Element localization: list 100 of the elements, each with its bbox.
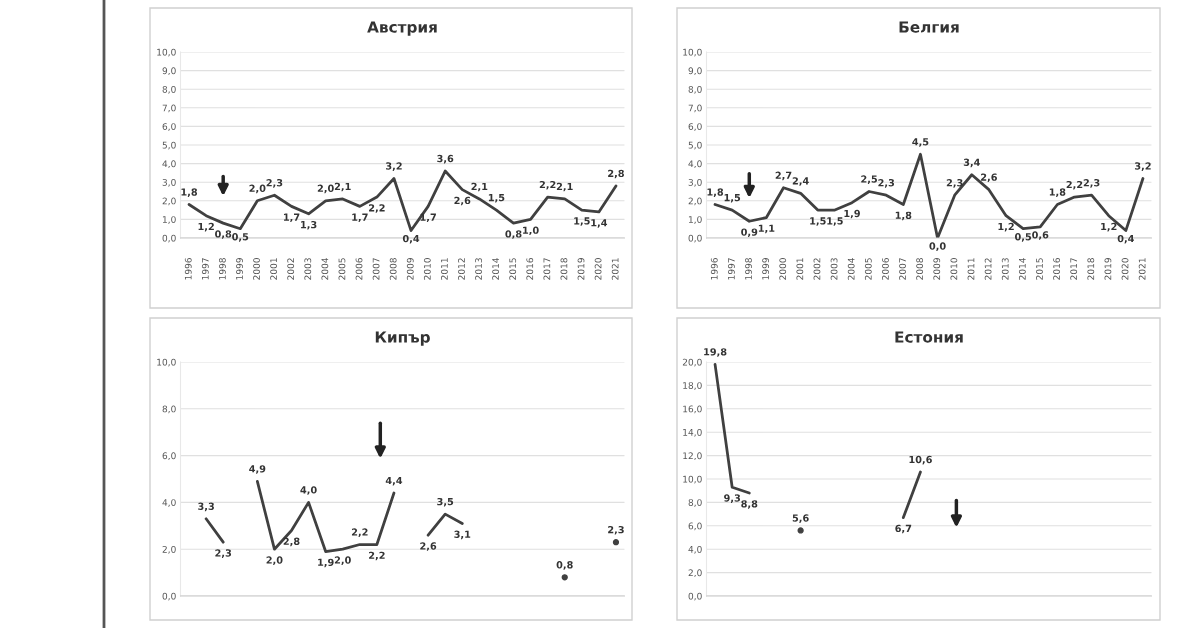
x-tick-label: 2003 (830, 258, 838, 280)
data-label: 1,8 (1049, 188, 1066, 197)
y-tick-label: 4,0 (162, 499, 176, 507)
x-tick-label: 2008 (389, 258, 397, 280)
y-tick-label: 16,0 (683, 405, 702, 414)
data-label: 9,3 (724, 494, 741, 503)
data-label: 1,7 (283, 213, 300, 223)
x-tick-label: 1998 (745, 258, 752, 280)
data-label: 2,2 (369, 551, 385, 561)
x-tick-label: 2005 (864, 258, 872, 280)
y-tick-label: 1,0 (688, 216, 702, 224)
y-tick-label: 6,0 (688, 522, 702, 531)
x-tick-label: 2021 (611, 258, 619, 280)
x-tick-label: 2010 (423, 258, 431, 280)
data-label: 1,2 (998, 222, 1014, 232)
data-label: 19,8 (704, 348, 727, 357)
chart-title: Естония (895, 331, 963, 343)
x-tick-label: 2021 (1138, 258, 1146, 280)
data-label: 0,4 (402, 234, 420, 244)
y-tick-label: 2,0 (688, 569, 702, 578)
data-label: 1,7 (352, 213, 368, 223)
data-label: 2,5 (861, 175, 878, 184)
x-tick-label: 2009 (406, 258, 414, 280)
data-label: 2,2 (539, 180, 556, 190)
data-label: 3,2 (386, 162, 402, 171)
x-tick-label: 2000 (779, 258, 787, 280)
data-label: 0,6 (1032, 231, 1049, 240)
x-tick-label: 2009 (933, 258, 941, 280)
y-tick-label: 5,0 (162, 141, 176, 150)
data-label: 0,8 (215, 230, 232, 239)
data-label: 6,7 (895, 524, 912, 534)
data-label: 4,4 (385, 476, 403, 486)
data-label: 0,4 (1117, 234, 1134, 244)
y-tick-label: 1,0 (162, 216, 176, 224)
x-tick-label: 2004 (847, 257, 855, 280)
x-tick-label: 2001 (270, 258, 278, 280)
x-tick-label: 1996 (184, 258, 192, 280)
x-tick-label: 2011 (440, 258, 448, 280)
data-label: 1,3 (301, 220, 317, 230)
data-label: 2,2 (351, 528, 368, 537)
y-tick-label: 9,0 (688, 67, 702, 76)
x-tick-label: 2006 (882, 258, 889, 280)
data-label: 2,1 (334, 182, 351, 192)
y-tick-label: 7,0 (162, 104, 176, 113)
x-tick-label: 2014 (1018, 257, 1026, 280)
data-label: 2,2 (1066, 180, 1083, 190)
x-tick-label: 2007 (372, 258, 380, 280)
x-tick-label: 2007 (899, 258, 906, 280)
x-tick-label: 2017 (543, 258, 551, 280)
y-tick-label: 2,0 (688, 197, 702, 206)
x-tick-label: 2015 (1036, 258, 1043, 280)
data-label: 5,6 (792, 514, 809, 523)
x-tick-label: 2004 (321, 257, 329, 280)
data-label: 3,3 (198, 502, 214, 512)
x-tick-label: 2012 (984, 258, 992, 280)
x-tick-label: 2017 (1070, 258, 1078, 280)
data-label: 1,0 (523, 226, 539, 236)
data-label: 2,6 (981, 173, 997, 183)
x-tick-label: 2006 (355, 258, 363, 280)
x-tick-label: 1997 (201, 258, 209, 280)
data-label: 10,6 (909, 455, 932, 465)
y-tick-label: 20,0 (682, 358, 702, 367)
data-label: 0,5 (1014, 233, 1032, 242)
y-tick-label: 6,0 (162, 452, 176, 461)
data-label: 2,0 (266, 556, 283, 565)
y-tick-label: 4,0 (688, 545, 702, 554)
data-label: 2,6 (420, 542, 437, 551)
data-label: 2,3 (608, 526, 624, 535)
x-tick-label: 2019 (577, 258, 585, 280)
data-label: 4,0 (300, 486, 317, 495)
y-tick-label: 6,0 (162, 123, 176, 131)
y-tick-label: 8,0 (688, 85, 702, 94)
x-tick-label: 1996 (710, 258, 718, 280)
x-tick-label: 2002 (287, 258, 295, 280)
x-tick-label: 2010 (950, 258, 958, 280)
x-tick-label: 2013 (1001, 258, 1009, 280)
y-tick-label: 6,0 (688, 123, 702, 131)
y-tick-label: 8,0 (688, 499, 702, 507)
data-label: 1,9 (318, 558, 334, 568)
x-tick-label: 2018 (1087, 258, 1095, 280)
x-tick-label: 2008 (916, 258, 924, 280)
data-label: 1,5 (810, 217, 826, 226)
x-tick-label: 2015 (509, 258, 517, 280)
x-tick-label: 2013 (475, 258, 482, 280)
data-label: 2,1 (556, 182, 573, 192)
x-tick-label: 2003 (304, 258, 312, 280)
y-tick-label: 0,0 (162, 592, 176, 601)
data-label: 2,3 (878, 179, 895, 188)
x-tick-label: 2012 (458, 258, 465, 280)
data-label: 2,3 (946, 179, 963, 188)
data-label: 4,9 (249, 465, 266, 474)
data-label: 1,5 (724, 194, 741, 203)
y-tick-label: 3,0 (162, 178, 176, 187)
y-tick-label: 2,0 (162, 197, 176, 206)
data-label: 1,8 (181, 188, 198, 197)
y-tick-label: 10,0 (157, 358, 176, 367)
data-label: 0,0 (929, 242, 946, 251)
y-tick-label: 3,0 (688, 178, 702, 187)
data-label: 1,5 (574, 217, 590, 226)
data-label: 2,6 (454, 196, 471, 206)
